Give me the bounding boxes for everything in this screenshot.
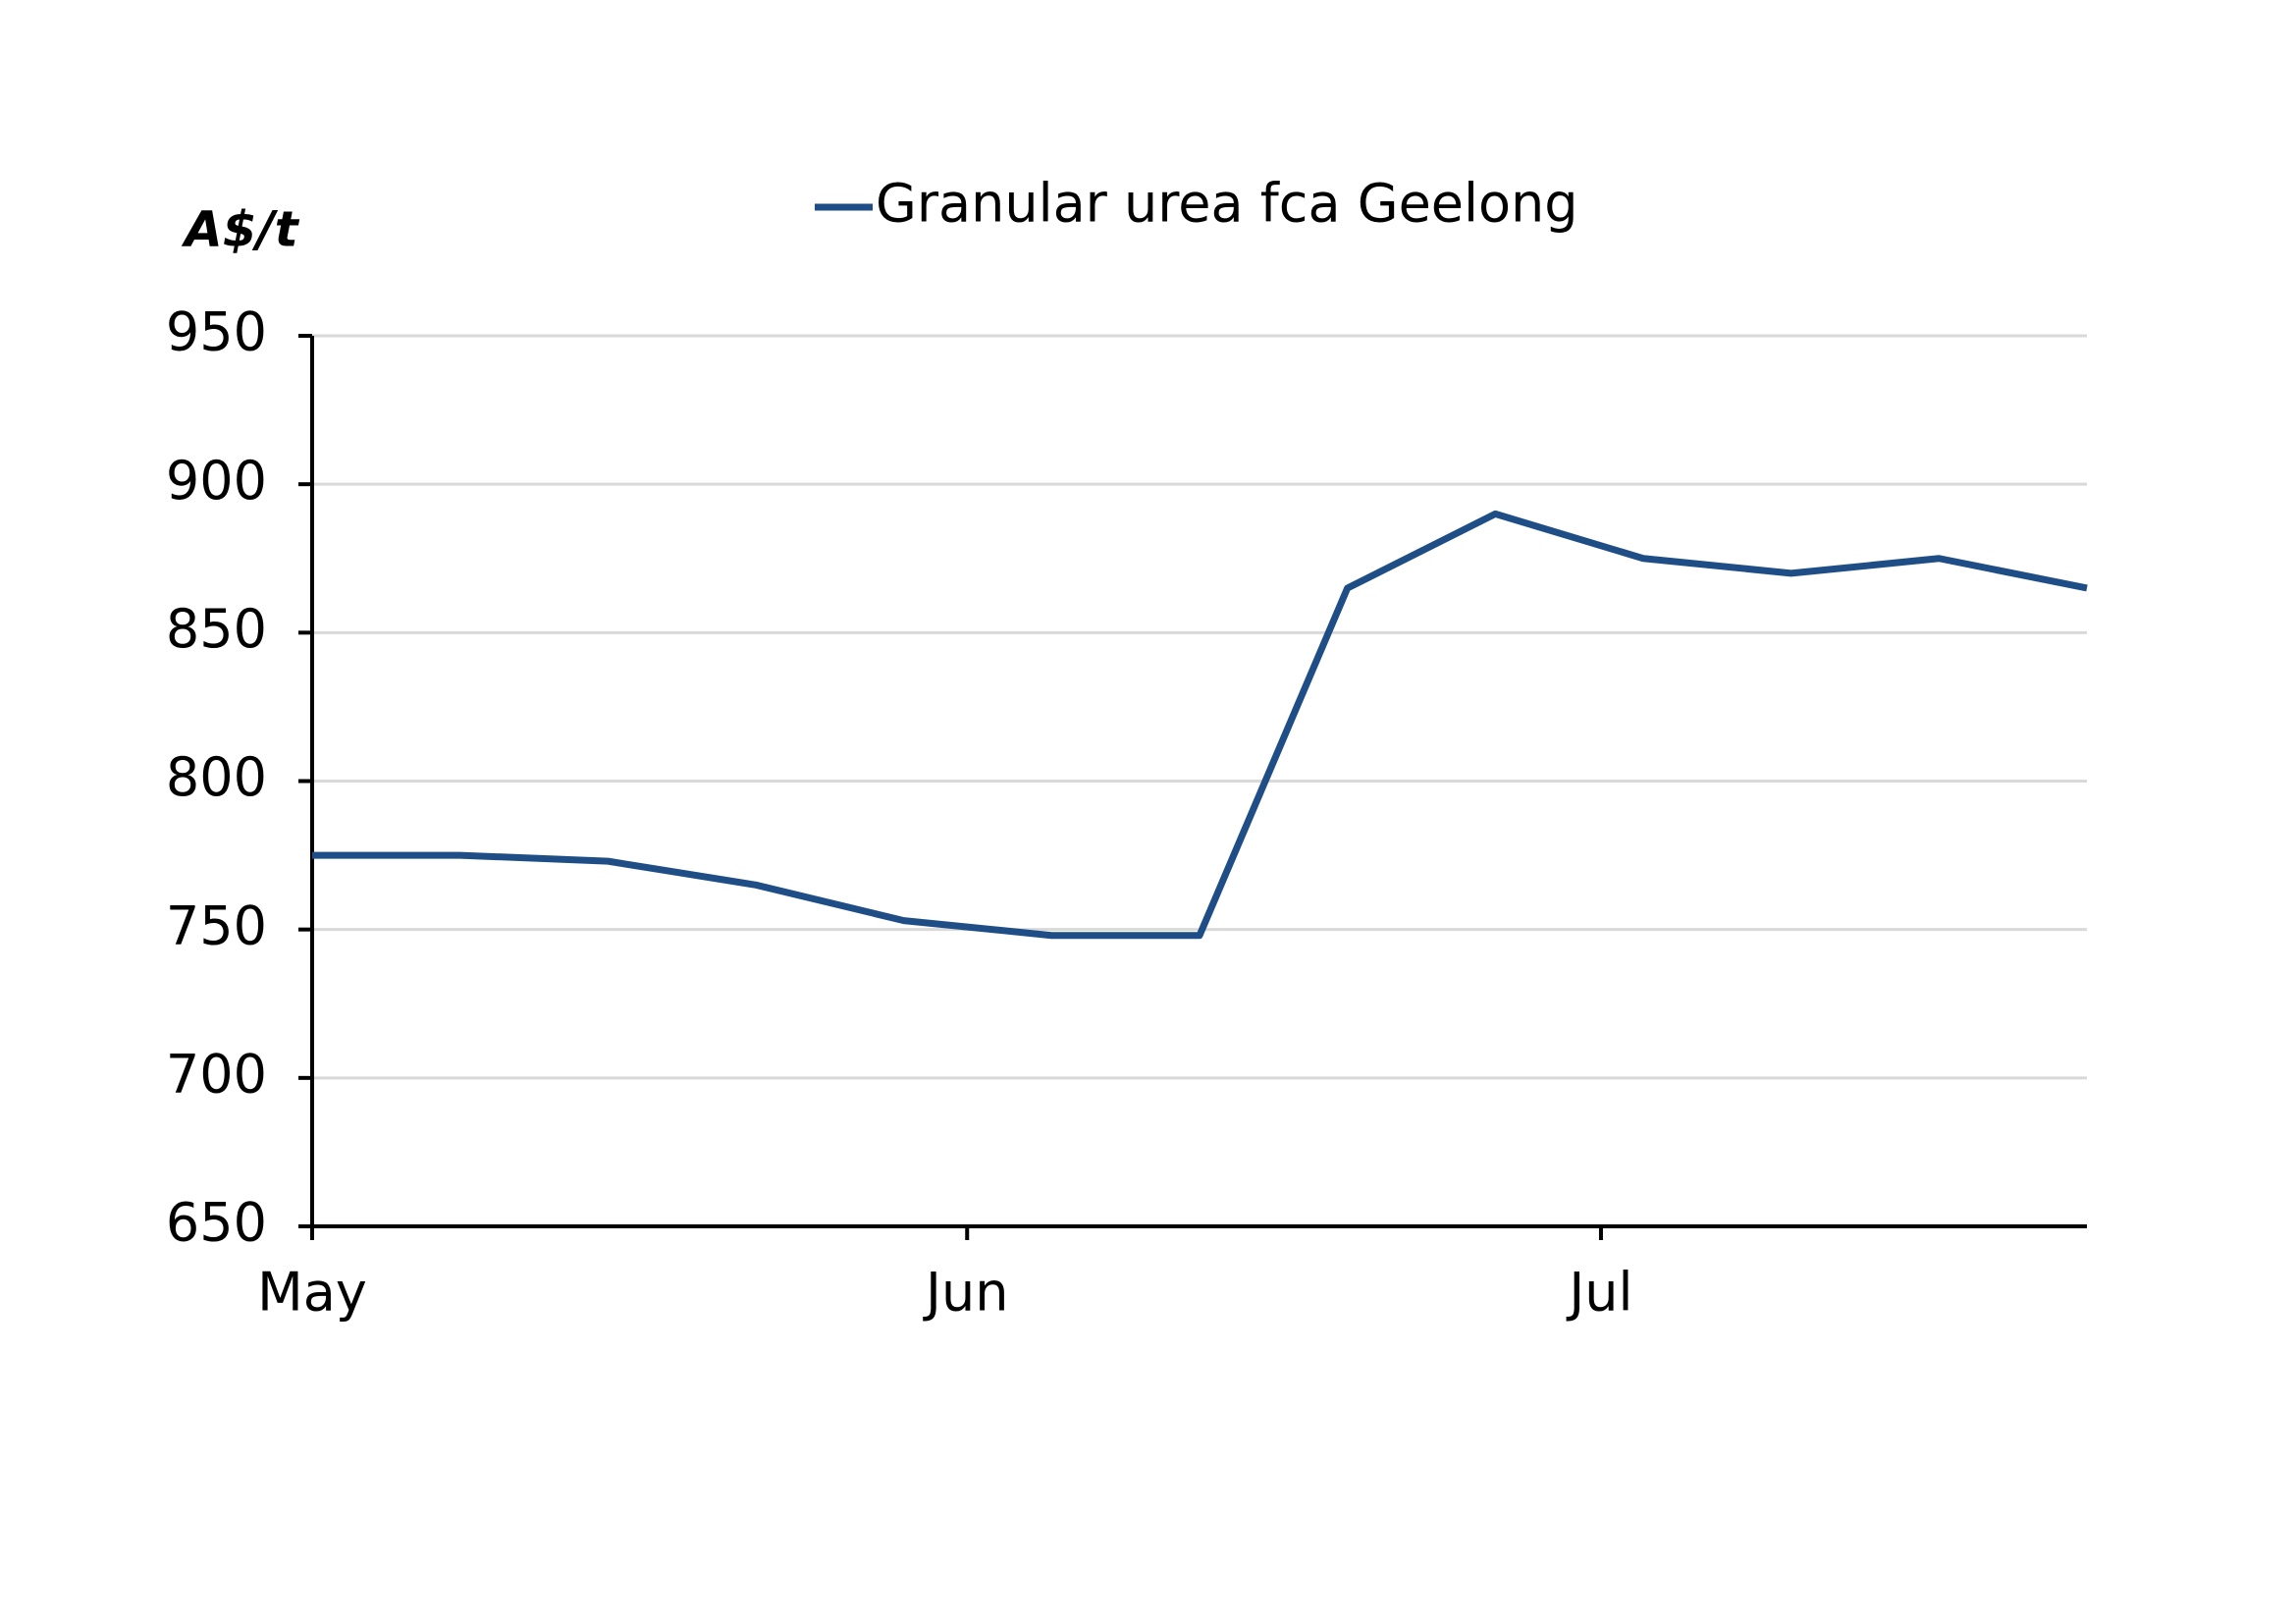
legend-label: Granular urea fca Geelong xyxy=(876,173,1578,235)
y-tick-label: 700 xyxy=(166,1043,267,1105)
series-line xyxy=(312,510,2088,940)
y-axis-label: A$/t xyxy=(181,201,300,258)
y-tick-label: 850 xyxy=(166,598,267,660)
y-tick-label: 750 xyxy=(166,894,267,956)
y-tick-label: 800 xyxy=(166,746,267,808)
x-tick-label: Jul xyxy=(1566,1262,1632,1324)
x-tick-label: May xyxy=(257,1262,367,1324)
y-tick-label: 950 xyxy=(166,301,267,363)
x-tick-label: Jun xyxy=(923,1262,1008,1324)
y-tick-label: 900 xyxy=(166,450,267,512)
y-tick-label: 650 xyxy=(166,1192,267,1254)
